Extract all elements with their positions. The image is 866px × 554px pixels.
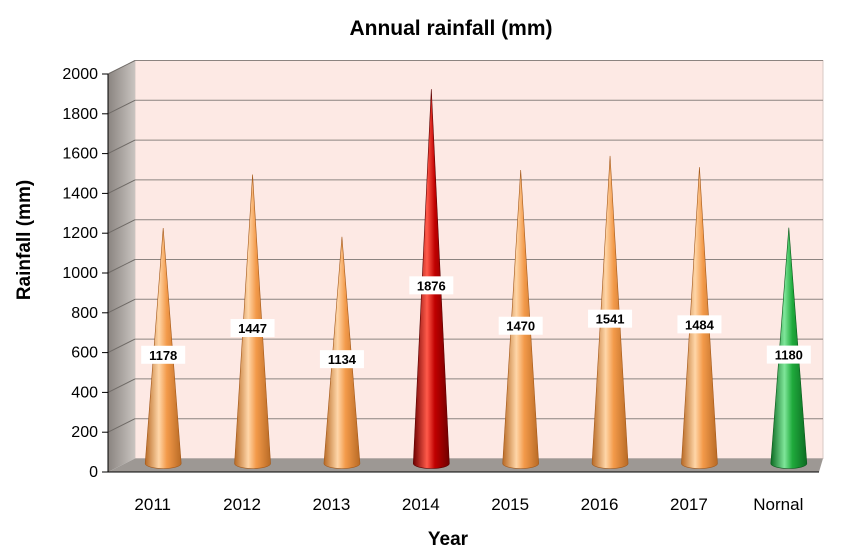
x-tick-label: 2012 xyxy=(223,495,261,514)
data-label-box xyxy=(230,319,275,338)
data-label: 1470 xyxy=(498,316,543,335)
y-tick-label: 1000 xyxy=(62,265,98,282)
data-label: 1541 xyxy=(588,309,633,328)
gridline-side xyxy=(107,298,136,314)
y-tick-label: 1800 xyxy=(62,106,98,123)
y-tick-label: 1600 xyxy=(62,146,98,163)
gridline-side xyxy=(107,219,136,234)
y-tick-label: 1400 xyxy=(62,185,98,202)
data-label-box xyxy=(588,309,633,328)
data-label-text: 1447 xyxy=(238,321,267,336)
floor xyxy=(108,458,823,472)
gridline-side xyxy=(107,259,136,274)
y-axis-ticks: 0 200 400 600 800 1000 1200 1400 1600 1800 2000 xyxy=(62,66,819,481)
data-label-text: 1134 xyxy=(328,352,357,367)
data-label-box xyxy=(677,315,722,334)
data-label-box xyxy=(409,276,454,295)
gridline-side xyxy=(107,179,136,194)
plot-area xyxy=(108,60,824,472)
data-label: 1447 xyxy=(230,319,275,338)
x-tick-label: 2016 xyxy=(581,495,619,514)
data-label-text: 1484 xyxy=(685,317,715,332)
data-label: 1876 xyxy=(409,276,454,295)
data-label-box xyxy=(141,345,186,364)
y-tick-label: 0 xyxy=(89,464,98,481)
y-tick-label: 600 xyxy=(71,345,98,362)
data-label-text: 1541 xyxy=(596,312,625,327)
x-tick-label: 2013 xyxy=(313,495,351,514)
y-tick-label: 400 xyxy=(71,384,98,401)
x-tick-label: 2017 xyxy=(670,495,708,514)
x-tick-label: Nornal xyxy=(753,495,803,514)
x-tick-label: 2015 xyxy=(491,495,529,514)
x-axis-ticks: 2011 2012 2013 2014 2015 2016 2017 Nornal xyxy=(134,495,803,514)
data-label-text: 1876 xyxy=(417,278,446,293)
y-tick-label: 200 xyxy=(71,424,98,441)
data-label-text: 1470 xyxy=(506,319,535,334)
data-label-box xyxy=(766,345,811,364)
gridline-side xyxy=(107,338,136,354)
x-tick-label: 2011 xyxy=(134,495,171,514)
data-label: 1178 xyxy=(141,345,186,364)
x-tick-label: 2014 xyxy=(402,495,440,514)
y-tick-label: 800 xyxy=(71,305,98,322)
data-label-box xyxy=(319,350,364,369)
y-tick-label: 1200 xyxy=(62,225,98,242)
y-axis-title: Rainfall (mm) xyxy=(14,180,35,300)
data-label: 1484 xyxy=(677,315,722,334)
data-label-text: 1180 xyxy=(775,348,803,363)
gridline-side xyxy=(107,139,136,155)
data-label-box xyxy=(498,316,543,335)
data-label: 1180 xyxy=(766,345,811,364)
gridline-side xyxy=(107,378,136,393)
data-label-text: 1178 xyxy=(149,348,177,363)
data-labels: 1178 1447 1134 1876 1470 1541 1484 1180 xyxy=(141,276,811,369)
x-axis-title: Year xyxy=(428,529,469,550)
chart-title: Annual rainfall (mm) xyxy=(349,17,552,40)
data-label: 1134 xyxy=(319,350,364,369)
gridline-side xyxy=(107,60,136,75)
gridline-side xyxy=(107,99,136,115)
gridline-side xyxy=(107,418,136,433)
y-tick-label: 2000 xyxy=(62,66,98,83)
